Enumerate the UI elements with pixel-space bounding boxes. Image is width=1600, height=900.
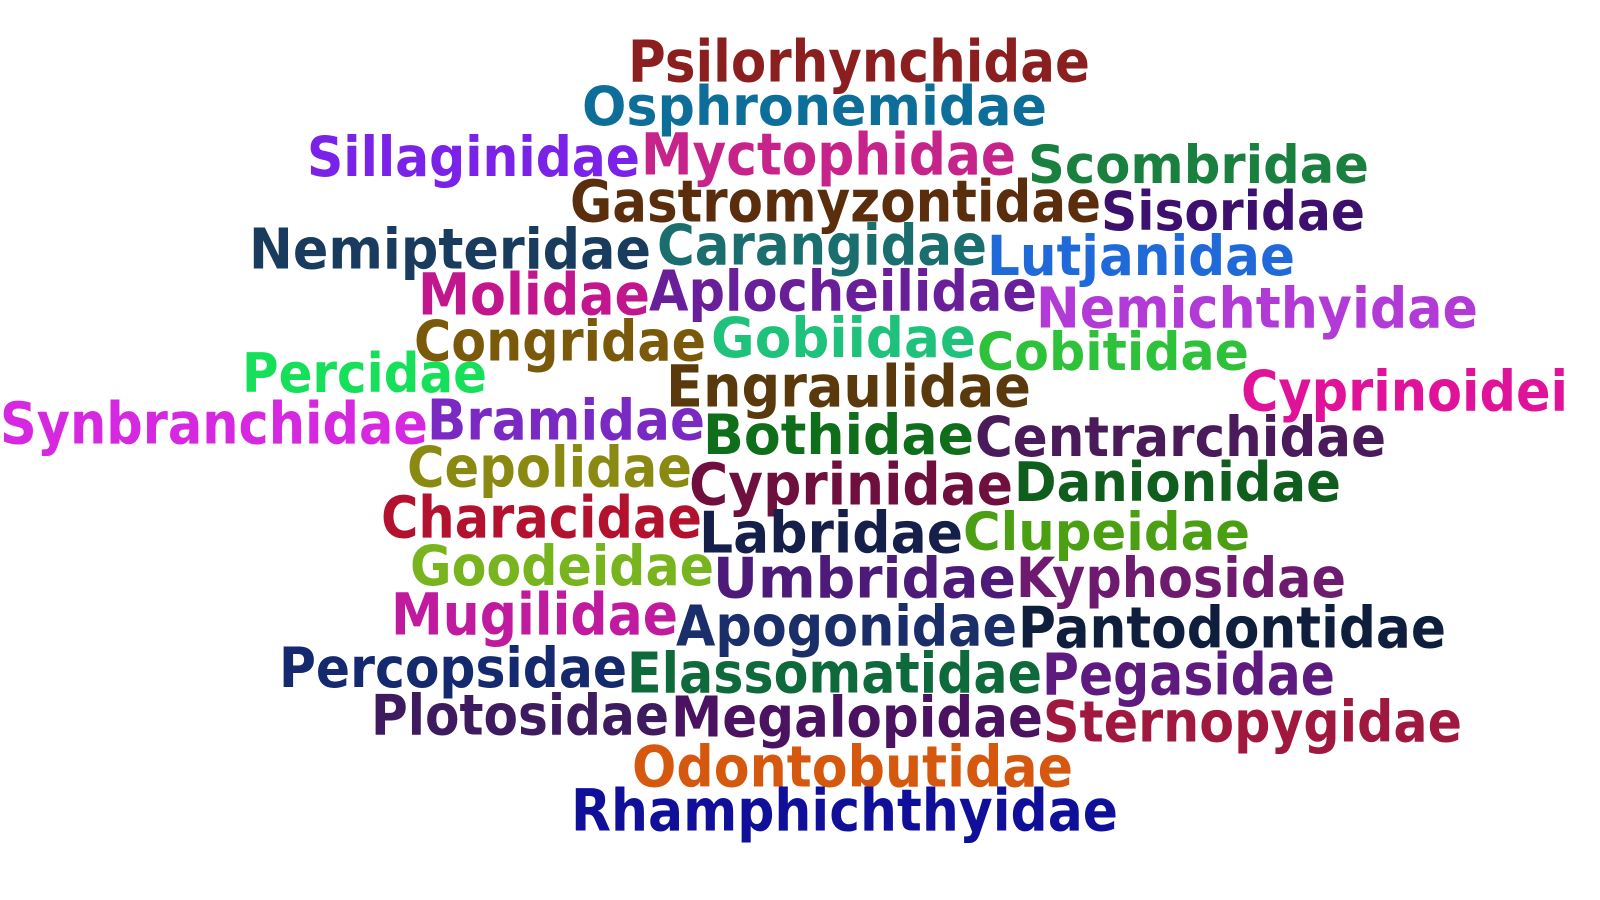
word-cyprinoidei: Cyprinoidei [1241,359,1568,425]
word-psilorhynchidae: Psilorhynchidae [628,28,1090,96]
word-cobitidae: Cobitidae [977,321,1249,384]
word-pantodontidae: Pantodontidae [1018,595,1446,662]
word-sternopygidae: Sternopygidae [1043,689,1462,756]
word-cyprinidae: Cyprinidae [689,451,1013,519]
word-megalopidae: Megalopidae [671,685,1043,751]
word-clupeidae: Clupeidae [963,501,1250,564]
word-synbranchidae: Synbranchidae [0,390,428,458]
word-rhamphichthyidae: Rhamphichthyidae [571,777,1118,845]
word-molidae: Molidae [418,261,650,329]
word-sisoridae: Sisoridae [1101,180,1365,244]
word-goodeidae: Goodeidae [410,534,714,599]
word-nemipteridae: Nemipteridae [249,217,651,283]
word-cepolidae: Cepolidae [407,435,692,501]
word-myctophidae: Myctophidae [641,121,1016,189]
word-centrarchidae: Centrarchidae [975,405,1386,470]
word-bothidae: Bothidae [703,403,974,468]
word-characidae: Characidae [381,484,702,552]
word-percopsidae: Percopsidae [279,636,627,701]
word-umbridae: Umbridae [713,546,1016,612]
word-scombridae: Scombridae [1028,134,1369,197]
word-odontobutidae: Odontobutidae [632,734,1073,801]
word-percidae: Percidae [242,342,487,406]
word-sillaginidae: Sillaginidae [307,125,640,190]
word-aplocheilidae: Aplocheilidae [649,259,1037,325]
word-carangidae: Carangidae [657,213,987,279]
word-plotosidae: Plotosidae [371,683,669,749]
word-apogonidae: Apogonidae [676,594,1017,660]
word-mugilidae: Mugilidae [391,581,678,649]
word-gobiidae: Gobiidae [711,306,976,371]
word-bramidae: Bramidae [427,388,705,454]
word-osphronemidae: Osphronemidae [582,75,1047,139]
word-nemichthyidae: Nemichthyidae [1036,276,1478,342]
word-elassomatidae: Elassomatidae [627,641,1042,707]
word-congridae: Congridae [414,309,706,375]
word-pegasidae: Pegasidae [1042,641,1335,709]
word-lutjanidae: Lutjanidae [987,224,1295,289]
word-danionidae: Danionidae [1014,451,1341,515]
word-engraulidae: Engraulidae [666,353,1031,421]
word-gastromyzontidae: Gastromyzontidae [570,168,1101,236]
word-labridae: Labridae [699,500,963,567]
word-kyphosidae: Kyphosidae [1016,546,1346,611]
